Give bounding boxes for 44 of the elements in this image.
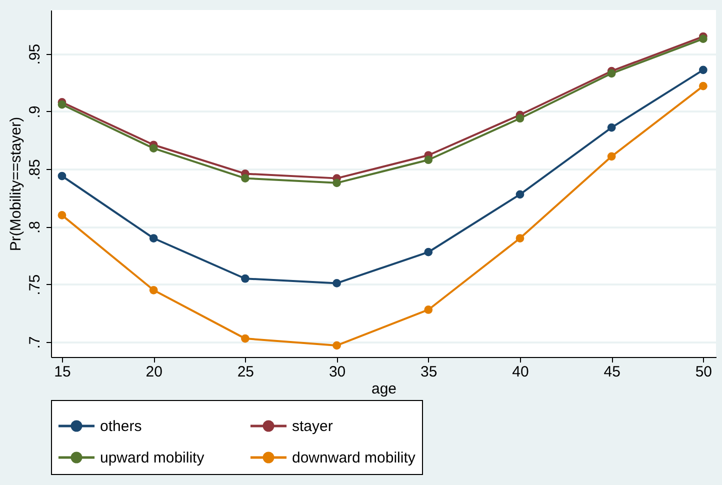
point — [516, 234, 524, 242]
y-tick-label: .9 — [26, 106, 44, 118]
y-tick-label: .8 — [26, 220, 44, 234]
point — [607, 152, 616, 161]
y-tick-label: .95 — [26, 44, 44, 65]
point — [698, 66, 708, 74]
point — [332, 341, 341, 350]
point — [607, 123, 616, 132]
y-tick-label: .75 — [26, 274, 44, 296]
x-tick-label: 25 — [237, 364, 254, 380]
x-tick-label: 45 — [604, 364, 620, 380]
x-tick-label: 40 — [512, 364, 529, 380]
point — [241, 274, 250, 283]
point — [332, 178, 341, 188]
point — [698, 34, 708, 43]
point — [149, 144, 158, 153]
y-axis-title: Pr(Mobility==stayer) — [8, 116, 24, 252]
x-tick-label: 35 — [420, 364, 438, 380]
point — [424, 306, 433, 314]
x-tick-label: 20 — [146, 364, 162, 380]
point — [149, 234, 158, 242]
point — [607, 69, 616, 78]
point — [58, 211, 66, 220]
legend-label: stayer — [292, 418, 333, 435]
legend-label: others — [100, 418, 142, 435]
x-tick-label: 30 — [328, 364, 346, 380]
legend-label: upward mobility — [100, 450, 205, 466]
point — [58, 100, 66, 109]
point — [241, 334, 250, 343]
point — [58, 172, 66, 180]
point — [424, 156, 433, 164]
point — [516, 114, 524, 123]
y-tick-label: .7 — [26, 336, 44, 349]
x-tick-label: 15 — [54, 364, 71, 380]
point — [241, 174, 250, 182]
point — [424, 248, 433, 256]
x-axis-title: age — [371, 380, 397, 398]
point — [149, 286, 158, 294]
legend-label: downward mobility — [292, 450, 416, 466]
x-tick-label: 50 — [695, 364, 712, 380]
point — [516, 190, 524, 199]
y-tick-label: .85 — [26, 159, 44, 180]
point — [698, 82, 708, 90]
point — [332, 279, 341, 288]
